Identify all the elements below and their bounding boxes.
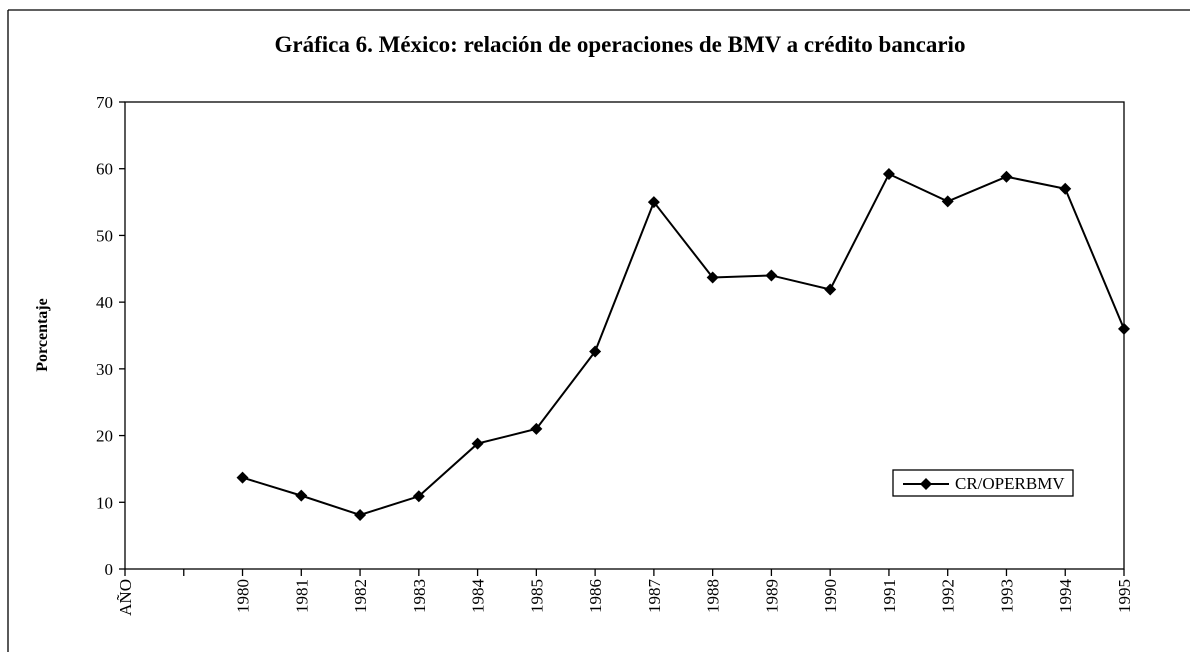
data-point — [412, 490, 425, 503]
data-point — [530, 422, 543, 435]
data-point — [471, 437, 484, 450]
data-point — [1118, 322, 1130, 335]
data-point — [1000, 170, 1013, 183]
data-point — [236, 471, 249, 484]
x-tick-label: 1985 — [527, 579, 546, 613]
x-tick-label: 1989 — [762, 579, 781, 613]
x-tick-label: 1984 — [469, 579, 488, 614]
x-tick-label: 1982 — [351, 579, 370, 613]
data-point — [295, 489, 308, 502]
data-point — [706, 271, 719, 284]
y-tick-label: 50 — [96, 226, 113, 245]
x-tick-label: 1990 — [821, 579, 840, 613]
y-tick-label: 60 — [96, 160, 113, 179]
data-point — [589, 345, 602, 358]
x-tick-label: 1993 — [997, 579, 1016, 613]
chart-title: Gráfica 6. México: relación de operacion… — [275, 32, 966, 57]
data-point — [1059, 182, 1072, 195]
x-tick-label: 1988 — [704, 579, 723, 613]
data-line — [242, 172, 1125, 517]
legend-label: CR/OPERBMV — [955, 474, 1065, 493]
data-point — [882, 168, 895, 181]
data-point — [824, 283, 837, 296]
x-tick-label: 1980 — [234, 579, 253, 613]
y-tick-label: 70 — [96, 93, 113, 112]
y-tick-label: 10 — [96, 493, 113, 512]
x-tick-label: 1994 — [1056, 579, 1075, 614]
y-tick-label: 40 — [96, 293, 113, 312]
plot-area — [124, 101, 1125, 570]
y-tick-label: 30 — [96, 360, 113, 379]
y-tick-label: 20 — [96, 427, 113, 446]
x-tick-label: 1983 — [410, 579, 429, 613]
x-tick-label: 1981 — [292, 579, 311, 613]
legend-marker — [920, 478, 932, 490]
x-tick-label: 1991 — [880, 579, 899, 613]
x-tick-label: 1995 — [1115, 579, 1134, 613]
data-point — [765, 269, 778, 282]
y-axis-label: Porcentaje — [34, 298, 51, 371]
x-tick-label: AÑO — [116, 579, 135, 616]
y-tick-label: 0 — [105, 560, 114, 579]
data-point — [647, 196, 660, 209]
x-tick-label: 1986 — [586, 579, 605, 613]
x-tick-label: 1992 — [939, 579, 958, 613]
data-point — [941, 195, 954, 208]
data-point — [354, 508, 367, 521]
x-tick-label: 1987 — [645, 579, 664, 614]
